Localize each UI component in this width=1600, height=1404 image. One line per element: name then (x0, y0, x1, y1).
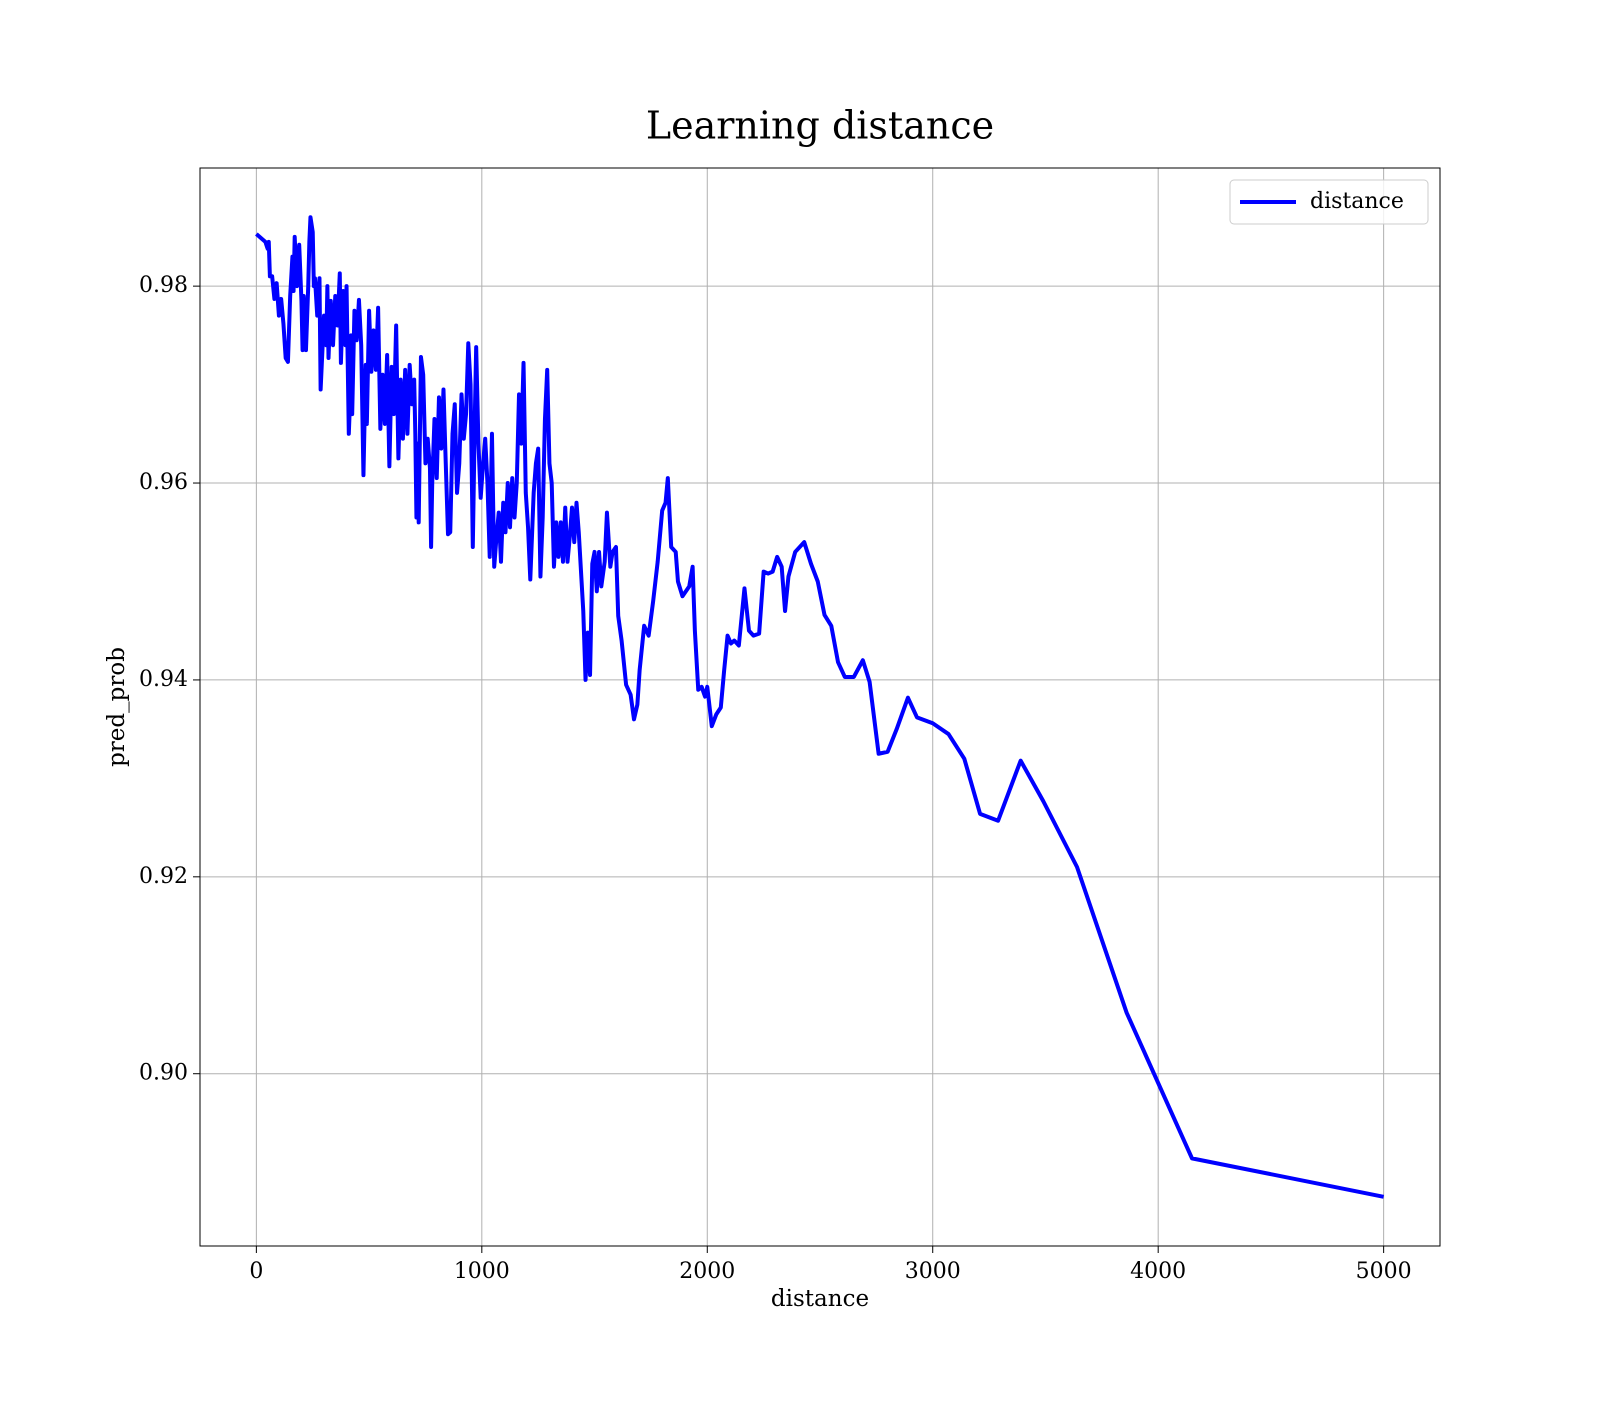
legend-label: distance (1310, 189, 1404, 214)
x-tick-label: 2000 (679, 1259, 735, 1284)
x-tick-label: 3000 (905, 1259, 961, 1284)
x-tick-label: 0 (249, 1259, 263, 1284)
chart-title: Learning distance (646, 104, 994, 148)
y-axis-label: pred_prob (104, 647, 130, 767)
plot-frame (199, 167, 1441, 1247)
y-tick-label: 0.98 (139, 273, 188, 298)
legend: distance (1229, 179, 1429, 225)
x-tick-label: 5000 (1356, 1259, 1412, 1284)
y-tick-label: 0.94 (139, 667, 188, 692)
y-tick-label: 0.96 (139, 470, 188, 495)
y-tick-label: 0.90 (139, 1061, 188, 1086)
data-line (255, 215, 1385, 1199)
x-tick-label: 1000 (454, 1259, 510, 1284)
x-axis-label: distance (771, 1286, 869, 1312)
x-tick-label: 4000 (1130, 1259, 1186, 1284)
legend-box (1229, 179, 1429, 225)
y-tick-label: 0.92 (139, 864, 188, 889)
